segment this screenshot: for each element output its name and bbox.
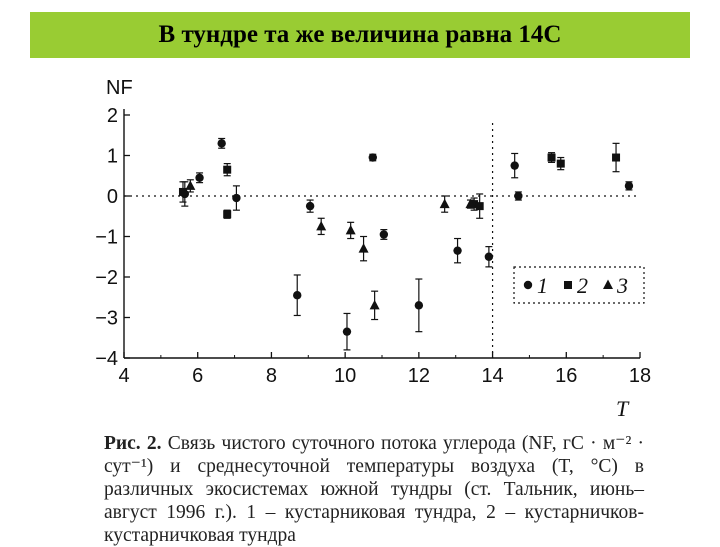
legend-label-2: 2 <box>577 273 588 298</box>
data-point-1 <box>195 173 204 182</box>
data-point-3 <box>369 299 380 310</box>
figure-caption: Рис. 2. Связь чистого суточного потока у… <box>104 432 644 547</box>
x-tick-label: 14 <box>481 365 503 387</box>
y-tick-label: −1 <box>95 227 118 249</box>
y-tick-label: 1 <box>107 146 118 168</box>
data-points <box>178 137 634 351</box>
x-tick-label: 8 <box>266 365 277 387</box>
series-2 <box>178 142 621 219</box>
caption-text: Связь чистого суточного потока углерода … <box>104 433 645 546</box>
x-tick-label: 12 <box>408 365 430 387</box>
data-point-2 <box>178 187 187 196</box>
data-point-2 <box>475 202 484 211</box>
data-point-2 <box>470 200 479 209</box>
data-point-2 <box>223 210 232 219</box>
data-point-3 <box>439 198 450 209</box>
legend-marker-2 <box>564 281 572 289</box>
x-tick-label: 16 <box>555 365 577 387</box>
series-1 <box>180 137 634 351</box>
data-point-1 <box>368 153 377 162</box>
series-3 <box>185 179 476 321</box>
data-point-1 <box>414 301 424 310</box>
x-tick-label: 10 <box>334 365 356 387</box>
data-point-2 <box>223 165 232 174</box>
data-point-1 <box>453 246 462 255</box>
slide-title-bar: В тундре та же величина равна 14С <box>30 12 690 58</box>
legend-frame <box>513 266 645 304</box>
data-point-1 <box>514 191 523 201</box>
data-point-1 <box>379 230 389 239</box>
y-ticks: 2 1 0 −1 −2 −3 −4 <box>95 105 130 370</box>
y-tick-label: 0 <box>107 186 118 208</box>
x-ticks: 4 6 8 10 12 14 16 18 <box>118 352 651 387</box>
data-point-2 <box>547 153 556 162</box>
data-point-3 <box>316 220 327 231</box>
data-point-1 <box>484 252 494 261</box>
y-axis-title: NF <box>106 77 133 99</box>
data-point-3 <box>185 180 196 190</box>
data-point-1 <box>293 291 302 300</box>
data-point-1 <box>342 327 352 336</box>
x-tick-label: 18 <box>629 365 651 387</box>
y-tick-label: 2 <box>107 105 118 127</box>
data-point-1 <box>305 201 315 211</box>
data-point-1 <box>217 139 226 148</box>
legend-label-3: 3 <box>616 273 628 298</box>
x-axis-title: T <box>616 396 630 421</box>
data-point-1 <box>624 181 634 191</box>
slide-title: В тундре та же величина равна 14С <box>158 21 562 48</box>
legend-marker-1 <box>523 280 533 290</box>
data-point-2 <box>556 159 565 168</box>
y-tick-label: −4 <box>95 348 118 370</box>
legend-marker-3 <box>603 279 613 289</box>
chart-legend: 1 2 3 <box>513 266 645 304</box>
data-point-1 <box>232 193 241 203</box>
data-point-2 <box>612 153 621 162</box>
data-point-1 <box>510 161 519 170</box>
legend-label-1: 1 <box>537 273 548 298</box>
x-tick-label: 4 <box>118 365 129 387</box>
x-tick-label: 6 <box>192 365 203 387</box>
y-tick-label: −3 <box>95 308 118 330</box>
data-point-3 <box>358 243 369 253</box>
reference-lines <box>124 123 640 358</box>
y-tick-label: −2 <box>95 267 118 289</box>
data-point-3 <box>465 198 476 209</box>
caption-lead: Рис. 2. <box>104 433 162 454</box>
data-point-3 <box>345 224 356 235</box>
